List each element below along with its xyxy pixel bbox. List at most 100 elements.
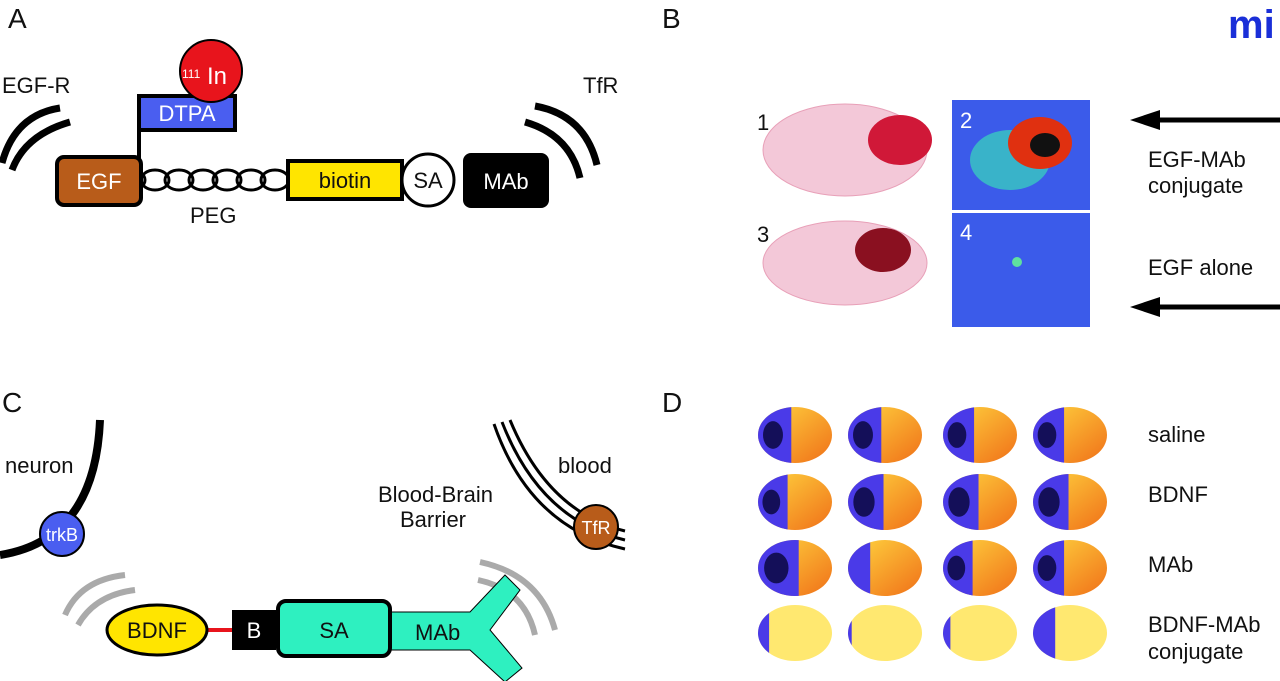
brain-section [848,605,922,661]
brain-section [758,605,832,661]
healthy-tissue [848,605,922,661]
brain-section [943,540,1017,596]
infarct-core [764,552,789,584]
infarct-region [848,540,871,596]
row-label-saline: saline [1148,422,1205,447]
infarct-core [1037,422,1057,448]
tumor-region-3 [855,228,911,272]
trkb-receptor [39,511,85,557]
biotin-label: biotin [319,168,372,193]
autoradiograph-image-4 [952,213,1090,327]
mab-label-c: MAb [415,620,460,645]
row-label-mab: MAb [1148,552,1193,577]
bbb-label-2: Barrier [400,507,466,532]
brain-section [943,605,1017,661]
tfr-label-c: TfR [582,518,611,538]
mab-antibody-shape [389,574,523,681]
brain-section [758,540,832,596]
brain-section [848,540,922,596]
mab-box [463,153,549,208]
indium-circle [179,39,243,103]
bdnf-ellipse [105,603,209,657]
egf-mab-label-2: conjugate [1148,173,1243,198]
egfr-label: EGF-R [2,73,70,98]
panel-letter-d: D [662,387,682,418]
panel-letter-a: A [8,3,27,34]
panel-b: B 1 2 3 4 EGF-MAb conjugate EGF alone [662,3,1280,327]
isotope-symbol: In [207,63,227,90]
infarct-region [1033,605,1056,661]
row-label-bdnf: BDNF [1148,482,1208,507]
biotin-b-label: B [247,618,262,643]
arrow-top-head [1130,110,1160,130]
brain-section [848,407,922,463]
egf-label: EGF [76,169,121,194]
mab-label: MAb [483,169,528,194]
mab-binding-arcs [479,559,558,631]
infarct-core [1037,555,1057,581]
infarct-region [943,605,951,661]
image-number-4: 4 [960,220,972,245]
tfr-receptor [573,504,619,550]
brain-section [1033,474,1107,530]
dtpa-label: DTPA [158,101,215,126]
journal-logo: mi [1228,3,1275,47]
panel-a: A EGF-R TfR DTPA 111 In EGF PEG biotin S… [0,3,618,228]
brain-section [1033,407,1107,463]
infarct-core [947,422,967,448]
infarct-core [948,487,970,517]
isotope-mass: 111 [182,67,201,81]
sa-label-c: SA [319,618,349,643]
image-number-1: 1 [757,110,769,135]
sa-label: SA [413,168,443,193]
infarct-region [848,605,852,661]
brain-section [943,474,1017,530]
tfr-label: TfR [583,73,618,98]
healthy-tissue [943,605,1017,661]
sa-box [276,599,392,658]
blood-label: blood [558,453,612,478]
bdnf-label: BDNF [127,618,187,643]
healthy-tissue [758,605,832,661]
neuron-label: neuron [5,453,74,478]
bdnf-binding-arcs [75,587,136,627]
trkb-label: trkB [46,525,78,545]
brain-section [848,474,922,530]
panel-d: D saline BDNF MAb BDNF-MAb conjugate [662,387,1260,664]
panel-letter-b: B [662,3,681,34]
arrow-bottom-head [1130,297,1160,317]
brain-section [758,474,832,530]
bbb-label-1: Blood-Brain [378,482,493,507]
tfr-arc-inner [523,118,584,179]
image-number-2: 2 [960,108,972,133]
biotin-square [232,610,276,650]
infarct-region [758,605,770,661]
infarct-core [853,487,875,517]
tumor-region-1 [868,115,932,165]
infarct-core [947,555,966,581]
brain-section [1033,605,1107,661]
egf-alone-label: EGF alone [1148,255,1253,280]
panel-letter-c: C [2,387,22,418]
panel-c: C neuron trkB blood TfR Blood-Brain Barr… [0,387,626,681]
brain-section [758,407,832,463]
infarct-core [1038,487,1060,517]
infarct-core [762,421,783,449]
row-label-bdnf-mab-1: BDNF-MAb [1148,612,1260,637]
sa-circle [400,152,456,208]
biotin-box [286,159,404,201]
row-label-bdnf-mab-2: conjugate [1148,639,1243,664]
infarct-core [852,421,873,449]
brain-sections-grid [758,407,1107,661]
egf-mab-label-1: EGF-MAb [1148,147,1246,172]
brain-section [1033,540,1107,596]
brain-section [943,407,1017,463]
image-number-3: 3 [757,222,769,247]
infarct-core [762,489,781,515]
egfr-arc-inner [8,118,71,172]
egfr-arc-outer [0,104,61,164]
egf-box [55,155,143,207]
tfr-arc-outer [534,102,601,166]
peg-label: PEG [190,203,236,228]
